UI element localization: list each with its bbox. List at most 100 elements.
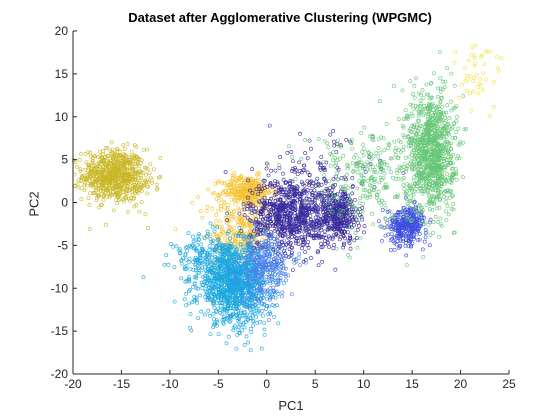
data-point-cluster-3 <box>322 233 327 237</box>
data-point-cluster-5 <box>255 287 260 292</box>
data-point-cluster-1 <box>136 184 141 189</box>
data-point-cluster-1 <box>73 160 78 164</box>
data-point-cluster-7 <box>419 129 424 134</box>
data-point-cluster-3 <box>291 202 296 207</box>
data-point-cluster-4 <box>225 279 229 284</box>
data-point-cluster-1 <box>86 150 90 155</box>
data-point-cluster-3 <box>313 183 318 188</box>
data-point-cluster-4 <box>208 270 213 274</box>
data-point-cluster-4 <box>183 252 188 257</box>
data-point-cluster-5 <box>252 221 257 226</box>
data-point-cluster-3 <box>246 178 250 183</box>
data-point-cluster-4 <box>218 242 222 247</box>
data-point-cluster-3 <box>261 212 266 217</box>
data-point-cluster-3 <box>237 211 242 216</box>
data-point-cluster-4 <box>169 242 173 246</box>
data-point-cluster-3 <box>319 225 324 230</box>
data-point-cluster-2 <box>196 195 200 200</box>
data-point-cluster-7 <box>446 155 451 159</box>
data-point-cluster-1 <box>88 150 93 155</box>
data-point-cluster-3 <box>304 191 309 196</box>
data-point-cluster-3 <box>259 228 263 233</box>
data-point-cluster-4 <box>213 257 217 261</box>
data-point-cluster-2 <box>214 224 219 229</box>
data-point-cluster-3 <box>312 206 317 210</box>
data-point-cluster-2 <box>241 190 246 194</box>
data-point-cluster-5 <box>276 251 281 256</box>
data-point-cluster-2 <box>210 191 215 196</box>
data-point-cluster-1 <box>132 177 137 182</box>
data-point-cluster-1 <box>93 154 98 159</box>
data-point-cluster-3 <box>281 226 286 231</box>
data-point-cluster-5 <box>255 296 260 301</box>
data-point-cluster-3 <box>337 227 342 232</box>
data-point-cluster-4 <box>203 273 208 278</box>
data-point-cluster-5 <box>243 261 248 266</box>
data-point-cluster-2 <box>243 190 248 195</box>
data-point-cluster-1 <box>133 154 138 159</box>
data-point-cluster-1 <box>82 188 87 193</box>
data-point-cluster-4 <box>195 300 200 305</box>
data-point-cluster-4 <box>239 266 244 271</box>
data-point-cluster-5 <box>254 272 259 277</box>
data-point-cluster-4 <box>183 279 188 284</box>
data-point-cluster-3 <box>356 223 361 228</box>
data-point-cluster-6 <box>396 210 401 215</box>
data-point-cluster-4 <box>221 321 226 326</box>
data-point-cluster-1 <box>109 140 114 145</box>
data-point-cluster-4 <box>253 303 258 308</box>
data-point-cluster-4 <box>244 264 249 269</box>
data-point-cluster-5 <box>241 252 246 257</box>
data-point-cluster-7 <box>449 99 454 104</box>
data-point-cluster-4 <box>211 322 216 327</box>
data-point-cluster-4 <box>226 303 231 308</box>
data-point-cluster-1 <box>97 160 102 165</box>
data-point-cluster-3 <box>283 181 288 186</box>
data-point-cluster-1 <box>94 188 99 193</box>
data-point-cluster-4 <box>232 245 237 249</box>
data-point-cluster-5 <box>245 268 250 273</box>
data-point-cluster-5 <box>280 290 285 295</box>
data-point-cluster-5 <box>275 278 280 283</box>
data-point-cluster-7 <box>437 50 442 54</box>
data-point-cluster-5 <box>247 289 252 294</box>
data-point-cluster-3 <box>302 168 307 173</box>
data-point-cluster-3 <box>304 196 309 201</box>
data-point-cluster-1 <box>87 202 92 207</box>
data-point-cluster-5 <box>249 237 254 242</box>
data-point-cluster-4 <box>227 289 232 293</box>
data-point-cluster-2 <box>216 199 221 203</box>
data-point-cluster-5 <box>268 297 272 302</box>
data-point-cluster-4 <box>219 269 223 274</box>
data-point-cluster-2 <box>237 217 242 222</box>
data-point-cluster-2 <box>221 230 225 234</box>
data-point-cluster-3 <box>341 205 346 209</box>
data-point-cluster-3 <box>279 205 284 210</box>
data-point-cluster-6 <box>409 244 414 249</box>
data-point-cluster-4 <box>239 264 244 269</box>
data-point-cluster-3 <box>305 156 310 161</box>
data-point-cluster-3 <box>295 172 300 177</box>
data-point-cluster-5 <box>261 267 265 272</box>
data-point-cluster-4 <box>195 243 200 248</box>
data-point-cluster-1 <box>124 172 129 176</box>
data-point-cluster-1 <box>128 198 132 203</box>
data-point-cluster-1 <box>140 188 144 193</box>
data-point-cluster-1 <box>114 198 119 202</box>
data-point-cluster-3 <box>305 243 310 248</box>
data-point-cluster-3 <box>263 200 268 205</box>
data-point-cluster-7 <box>412 122 417 127</box>
data-point-cluster-5 <box>280 294 284 299</box>
data-point-cluster-2 <box>206 187 210 192</box>
data-point-cluster-5 <box>252 227 257 232</box>
data-point-cluster-3 <box>281 226 286 231</box>
data-point-cluster-1 <box>112 153 117 158</box>
data-point-cluster-3 <box>348 235 353 240</box>
data-point-cluster-7 <box>445 103 450 108</box>
data-point-cluster-4 <box>235 327 240 332</box>
data-point-cluster-4 <box>262 321 267 326</box>
data-point-cluster-1 <box>80 174 85 179</box>
data-point-cluster-5 <box>260 265 265 270</box>
data-point-cluster-2 <box>242 196 247 201</box>
data-point-cluster-4 <box>200 283 205 287</box>
